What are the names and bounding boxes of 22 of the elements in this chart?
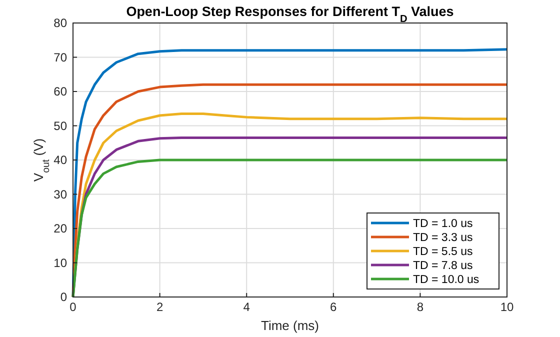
y-tick-label: 80 [54,16,68,30]
x-tick-label: 8 [416,300,424,314]
y-tick-label: 60 [54,84,68,98]
x-axis-title: Time (ms) [260,318,320,333]
y-tick-label: 20 [54,222,68,236]
y-tick-label: 50 [54,118,68,133]
x-tick-label: 2 [156,300,164,314]
x-tick-label: 6 [330,300,338,314]
legend-label: TD = 3.3 us [413,232,474,244]
legend-label: TD = 10.0 us [413,274,480,286]
x-tick-label: 10 [500,300,514,314]
y-tick-label: 10 [54,256,68,270]
y-tick-label: 70 [54,50,68,64]
y-tick-label: 40 [54,153,68,167]
x-tick-label: 4 [243,300,250,314]
y-tick-label: 0 [60,290,68,304]
legend-label: TD = 1.0 us [413,218,474,230]
legend-label: TD = 5.5 us [413,246,474,258]
x-tick-label: 0 [70,300,77,314]
y-tick-label: 30 [54,187,68,202]
legend-label: TD = 7.8 us [413,260,474,272]
chart-title: Open-Loop Step Responses for Different T$_{D}$ Values [126,4,454,24]
